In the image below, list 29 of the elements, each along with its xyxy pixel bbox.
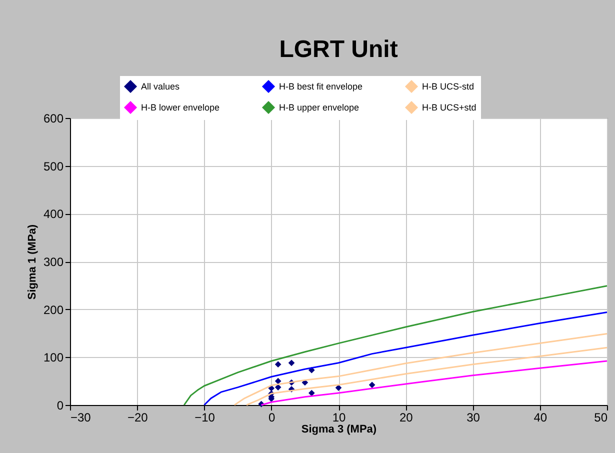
x-tick-label: 50 — [594, 410, 608, 424]
line-series — [183, 285, 608, 406]
x-tick-label: −30 — [70, 410, 92, 424]
legend-label: All values — [141, 82, 180, 92]
line-series — [246, 346, 608, 406]
line-series — [204, 311, 608, 406]
legend-label: H-B best fit envelope — [279, 82, 363, 92]
legend-label: H-B lower envelope — [141, 102, 220, 112]
legend-label: H-B UCS-std — [422, 82, 474, 92]
chart-title: LGRT Unit — [279, 36, 398, 63]
x-tick-label: −20 — [127, 410, 148, 424]
x-tick-label: 40 — [534, 410, 548, 424]
y-tick-label: 0 — [56, 398, 64, 412]
y-tick-label: 600 — [43, 112, 64, 126]
legend-label: H-B upper envelope — [279, 102, 360, 112]
x-axis-title: Sigma 3 (MPa) — [301, 424, 377, 436]
legend-label: H-B UCS+std — [422, 102, 476, 112]
x-tick-label: 0 — [268, 410, 276, 424]
y-tick-label: 400 — [43, 207, 64, 222]
x-tick-label: 20 — [399, 410, 414, 424]
y-tick-label: 500 — [43, 159, 64, 174]
y-tick-label: 300 — [43, 255, 64, 269]
x-tick-label: 10 — [332, 410, 346, 424]
x-tick-label: −10 — [194, 410, 216, 424]
y-axis-title: Sigma 1 (MPa) — [26, 224, 38, 300]
y-tick-label: 100 — [43, 350, 64, 365]
line-series — [234, 332, 608, 406]
y-tick-label: 200 — [43, 302, 64, 317]
x-tick-label: 30 — [466, 410, 480, 424]
